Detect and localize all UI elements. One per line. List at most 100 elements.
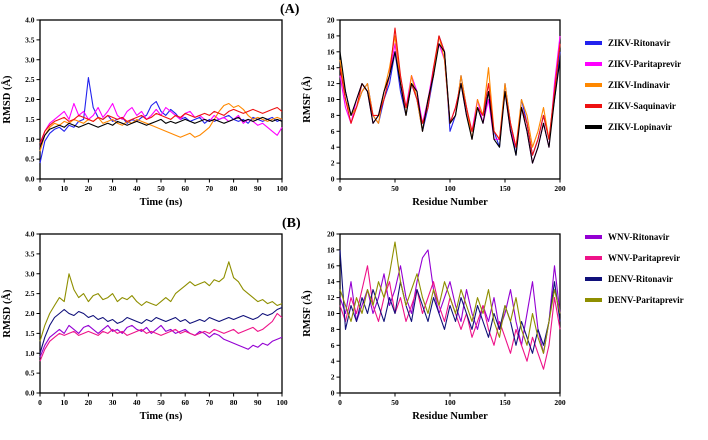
x-tick-label: 50	[391, 184, 399, 193]
y-tick-label: 4.0	[25, 230, 35, 239]
legend-item-zikv-ritonavir: ZIKV-Ritonavir	[585, 38, 681, 48]
series-line-zikv-lopinavir	[39, 116, 283, 148]
series-line-zikv-saquinavir	[39, 106, 283, 144]
x-tick-label: 90	[254, 184, 262, 193]
legend-panel-a: ZIKV-Ritonavir ZIKV-Paritaprevir ZIKV-Indi…	[585, 38, 681, 132]
legend-swatch-wnv-ritonavir	[585, 235, 602, 239]
legend-swatch-zikv-paritaprevir	[585, 62, 602, 66]
series-line-wnv-paritaprevir	[39, 312, 283, 362]
legend-swatch-denv-ritonavir	[585, 277, 602, 281]
plot-frame	[39, 19, 283, 180]
x-tick-label: 0	[38, 184, 42, 193]
y-tick-label: 0	[331, 175, 335, 184]
y-tick-label: 3.5	[25, 35, 35, 44]
legend-item-wnv-ritonavir: WNV-Ritonavir	[585, 232, 684, 242]
legend-label: DENV-Paritaprevir	[608, 295, 684, 305]
legend-item-zikv-indinavir: ZIKV-Indinavir	[585, 80, 681, 90]
x-tick-label: 0	[38, 398, 42, 407]
y-tick-label: 0.0	[25, 389, 35, 398]
legend-swatch-zikv-lopinavir	[585, 125, 602, 129]
x-tick-label: 80	[230, 184, 238, 193]
y-tick-label: 6	[331, 341, 335, 350]
chart-rmsf-zikv: 0 50 100 150 200 0 2 4 6 8 10 12 14 16 18 20 Residue Num…	[301, 16, 566, 209]
y-tick-label: 2.0	[25, 95, 35, 104]
legend-label: ZIKV-Lopinavir	[608, 122, 672, 132]
x-tick-label: 0	[338, 398, 342, 407]
legend-label: WNV-Ritonavir	[608, 232, 670, 242]
y-tick-label: 18	[327, 31, 335, 40]
y-tick-label: 8	[331, 111, 335, 120]
legend-label: ZIKV-Indinavir	[608, 80, 670, 90]
legend-label: ZIKV-Saquinavir	[608, 101, 676, 111]
y-tick-label: 4	[331, 143, 335, 152]
y-tick-label: 3.5	[25, 249, 35, 258]
x-tick-label: 70	[206, 398, 214, 407]
y-axis-label: RMSF (Å)	[301, 290, 313, 337]
x-tick-label: 40	[133, 398, 141, 407]
y-tick-label: 12	[327, 79, 335, 88]
x-axis-label: Residue Number	[412, 411, 488, 422]
x-tick-label: 10	[60, 184, 68, 193]
legend-item-wnv-paritaprevir: WNV-Paritaprevir	[585, 253, 684, 263]
x-tick-label: 100	[276, 184, 288, 193]
series-line-zikv-lopinavir	[339, 43, 561, 164]
y-tick-label: 3.0	[25, 55, 35, 64]
y-tick-label: 0.0	[25, 175, 35, 184]
y-tick-label: 6	[331, 127, 335, 136]
series-line-denv-paritaprevir	[339, 241, 561, 354]
y-tick-label: 1.5	[25, 329, 35, 338]
y-tick-label: 0	[331, 389, 335, 398]
x-axis-label: Time (ns)	[140, 197, 183, 208]
y-tick-label: 14	[327, 277, 335, 286]
x-tick-label: 150	[499, 184, 511, 193]
series-line-denv-ritonavir	[39, 306, 283, 354]
legend-item-zikv-lopinavir: ZIKV-Lopinavir	[585, 122, 681, 132]
series-line-zikv-indinavir	[39, 102, 283, 152]
y-tick-label: 3.0	[25, 269, 35, 278]
y-tick-label: 20	[327, 16, 335, 25]
y-tick-label: 4.0	[25, 16, 35, 25]
x-tick-label: 100	[444, 184, 456, 193]
y-tick-label: 14	[327, 63, 335, 72]
y-tick-label: 16	[327, 261, 335, 270]
legend-swatch-wnv-paritaprevir	[585, 256, 602, 260]
x-tick-label: 10	[60, 398, 68, 407]
plot-frame	[339, 233, 561, 394]
legend-swatch-zikv-ritonavir	[585, 41, 602, 45]
x-tick-label: 200	[554, 398, 566, 407]
x-tick-label: 100	[276, 398, 288, 407]
y-tick-label: 2	[331, 373, 335, 382]
x-axis-label: Residue Number	[412, 197, 488, 208]
y-tick-label: 8	[331, 325, 335, 334]
legend-item-denv-paritaprevir: DENV-Paritaprevir	[585, 295, 684, 305]
legend-label: WNV-Paritaprevir	[608, 253, 681, 263]
y-tick-label: 2.5	[25, 75, 35, 84]
series-line-wnv-ritonavir	[39, 324, 283, 358]
panel-label-a: (A)	[280, 2, 300, 17]
x-tick-label: 20	[85, 398, 93, 407]
plot-frame	[339, 19, 561, 180]
legend-swatch-denv-paritaprevir	[585, 298, 602, 302]
y-tick-label: 2	[331, 159, 335, 168]
x-tick-label: 60	[181, 184, 189, 193]
y-tick-label: 1.0	[25, 349, 35, 358]
legend-label: DENV-Ritonavir	[608, 274, 673, 284]
chart-rmsf-wnv-denv: 0 50 100 150 200 0 2 4 6 8 10 12 14 16 18 20 Residue Num…	[301, 230, 566, 423]
y-tick-label: 18	[327, 245, 335, 254]
legend-item-zikv-saquinavir: ZIKV-Saquinavir	[585, 101, 681, 111]
series-line-denv-ritonavir	[339, 249, 561, 354]
x-tick-label: 0	[338, 184, 342, 193]
x-axis-label: Time (ns)	[140, 411, 183, 422]
legend-swatch-zikv-indinavir	[585, 83, 602, 87]
legend-label: ZIKV-Ritonavir	[608, 38, 671, 48]
y-tick-label: 20	[327, 230, 335, 239]
y-tick-label: 16	[327, 47, 335, 56]
x-tick-label: 30	[109, 398, 117, 407]
x-tick-label: 30	[109, 184, 117, 193]
x-tick-label: 60	[181, 398, 189, 407]
chart-rmsd-zikv: 0 10 20 30 40 50 60 70 80 90 100 0.0 0.5 1.0 1.5 2.0 2.5…	[1, 16, 288, 209]
legend-label: ZIKV-Paritaprevir	[608, 59, 682, 69]
y-tick-label: 10	[327, 309, 335, 318]
x-tick-label: 20	[85, 184, 93, 193]
